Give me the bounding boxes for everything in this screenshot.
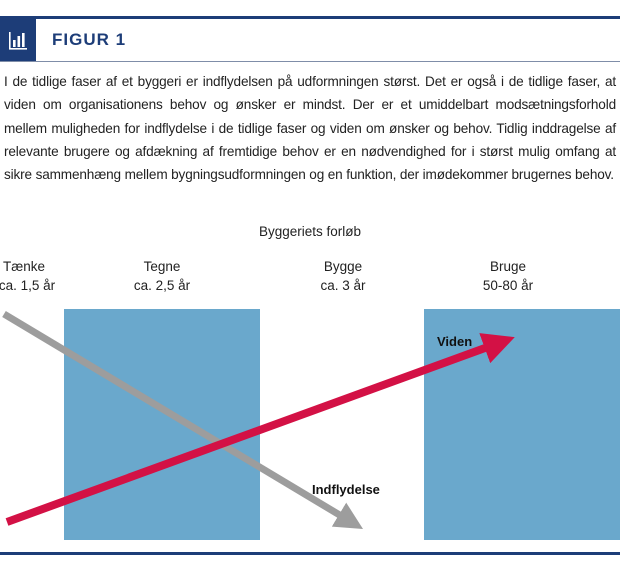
phase-duration-tegne: ca. 2,5 år bbox=[134, 278, 191, 293]
figure-label: FIGUR 1 bbox=[52, 30, 127, 49]
bar-chart-icon bbox=[9, 32, 27, 50]
header-divider bbox=[0, 61, 620, 62]
knowledge-label: Viden bbox=[437, 334, 472, 349]
phase-name-tegne: Tegne bbox=[144, 259, 181, 274]
phase-duration-taenke: ca. 1,5 år bbox=[0, 278, 56, 293]
bottom-rule bbox=[0, 552, 620, 555]
influence-arrow bbox=[2, 310, 364, 529]
knowledge-arrow bbox=[5, 333, 515, 526]
diagram-title: Byggeriets forløb bbox=[259, 224, 361, 239]
phase-box-bruge bbox=[424, 309, 620, 540]
phase-name-taenke: Tænke bbox=[3, 259, 45, 274]
figure-icon-box bbox=[0, 19, 36, 61]
influence-label: Indflydelse bbox=[312, 482, 380, 497]
phase-duration-bygge: ca. 3 år bbox=[320, 278, 366, 293]
phase-name-bruge: Bruge bbox=[490, 259, 526, 274]
phase-duration-bruge: 50-80 år bbox=[483, 278, 534, 293]
phase-name-bygge: Bygge bbox=[324, 259, 362, 274]
top-rule bbox=[0, 16, 620, 19]
figure-caption: I de tidlige faser af et byggeri er indf… bbox=[4, 74, 616, 183]
phase-box-tegne bbox=[64, 309, 260, 540]
